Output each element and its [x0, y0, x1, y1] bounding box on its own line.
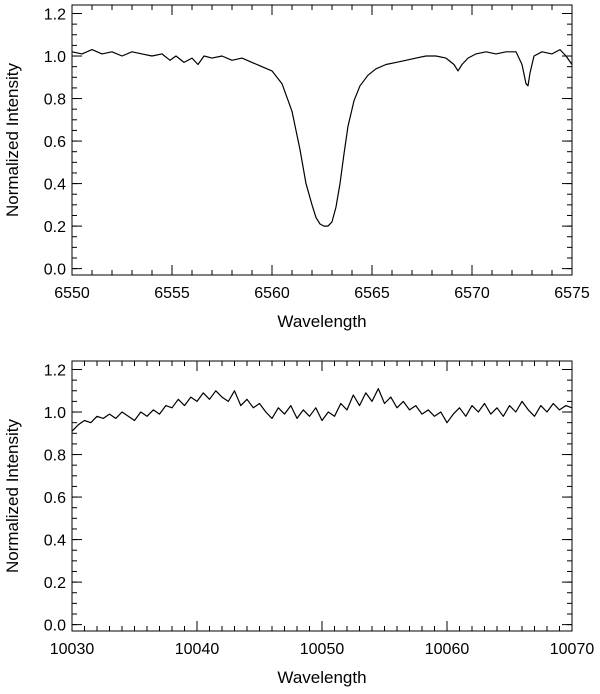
- x-tick-label: 6555: [154, 285, 190, 302]
- y-tick-labels: 0.0 0.2 0.4 0.6 0.8 1.0 1.2: [44, 7, 66, 279]
- y-tick-label: 0.8: [44, 92, 66, 109]
- x-tick-label: 10060: [425, 641, 470, 658]
- x-axis-label: Wavelength: [277, 312, 366, 331]
- y-axis-label: Normalized Intensity: [3, 63, 22, 218]
- panel-h-alpha: 6550 6555 6560 6565 6570 6575 0.0 0.2 0.4 0.6 0.8…: [3, 4, 590, 331]
- major-ticks: [71, 5, 573, 275]
- panel-10030-10070: 10030 10040 10050 10060 10070 0.00.20.40.60.…: [3, 360, 595, 687]
- y-tick-label: 0.2: [44, 575, 66, 592]
- y-tick-label: 0.0: [44, 262, 66, 279]
- minor-ticks: [71, 361, 573, 631]
- x-tick-labels: 10030 10040 10050 10060 10070: [50, 641, 595, 658]
- x-tick-label: 10040: [175, 641, 220, 658]
- y-tick-labels: 0.0 0.2 0.4 0.6 0.8 1.0 1.2: [44, 363, 66, 635]
- x-tick-label: 10050: [300, 641, 345, 658]
- y-tick-label: 0.4: [44, 533, 66, 550]
- y-tick-label: 1.0: [44, 49, 66, 66]
- y-tick-label: 0.2: [44, 219, 66, 236]
- y-tick-label: 1.2: [44, 7, 66, 24]
- y-tick-label: 1.0: [44, 405, 66, 422]
- major-ticks: [71, 361, 573, 631]
- y-tick-label: 0.4: [44, 177, 66, 194]
- x-tick-label: 6565: [354, 285, 390, 302]
- x-tick-label: 10070: [550, 641, 595, 658]
- x-tick-label: 10030: [50, 641, 95, 658]
- x-tick-label: 6560: [254, 285, 290, 302]
- y-tick-label: 0.6: [44, 134, 66, 151]
- minor-ticks: [71, 5, 573, 275]
- y-tick-label: 1.2: [44, 363, 66, 380]
- x-axis-label: Wavelength: [277, 668, 366, 687]
- spectrum-line: [71, 49, 573, 227]
- y-tick-label: 0.0: [44, 618, 66, 635]
- x-tick-label: 6570: [454, 285, 490, 302]
- x-tick-labels: 6550 6555 6560 6565 6570 6575: [54, 285, 590, 302]
- y-axis-label: Normalized Intensity: [3, 419, 22, 574]
- plot-frame: [71, 360, 573, 632]
- x-tick-label: 6550: [54, 285, 90, 302]
- x-tick-label: 6575: [554, 285, 590, 302]
- plot-frame: [71, 4, 573, 276]
- y-tick-label: 0.8: [44, 448, 66, 465]
- spectrum-line: [71, 388, 573, 432]
- y-tick-label: 0.6: [44, 490, 66, 507]
